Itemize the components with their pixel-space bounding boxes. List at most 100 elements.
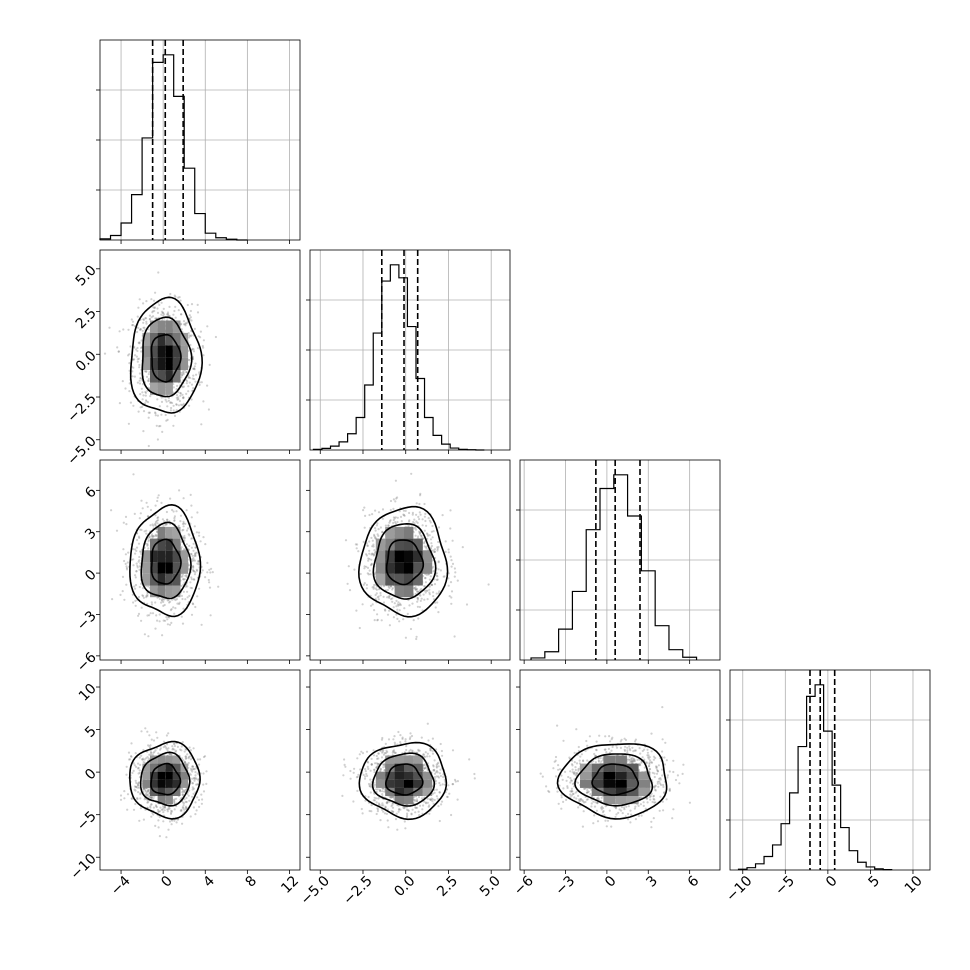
- scatter-point: [132, 366, 135, 369]
- scatter-point: [173, 294, 176, 297]
- scatter-point: [134, 599, 137, 603]
- scatter-point: [155, 614, 158, 617]
- scatter-point: [450, 565, 453, 568]
- scatter-point: [182, 397, 185, 400]
- scatter-point: [182, 497, 185, 500]
- scatter-panel-1-0: [96, 249, 301, 454]
- scatter-point: [362, 509, 365, 512]
- scatter-point: [195, 809, 198, 812]
- scatter-point: [128, 382, 131, 385]
- scatter-point: [392, 507, 395, 510]
- scatter-point: [133, 512, 136, 516]
- scatter-point: [181, 622, 185, 625]
- scatter-point: [160, 413, 163, 416]
- scatter-point: [139, 512, 142, 515]
- scatter-point: [155, 424, 158, 427]
- scatter-point: [121, 575, 125, 579]
- scatter-point: [196, 303, 199, 306]
- scatter-point: [145, 400, 148, 403]
- scatter-point: [206, 325, 209, 328]
- scatter-point: [436, 601, 439, 604]
- scatter-point: [188, 746, 191, 749]
- scatter-point: [103, 352, 107, 355]
- scatter-point: [167, 314, 170, 317]
- scatter-point: [158, 620, 161, 623]
- scatter-point: [357, 550, 360, 553]
- scatter-point: [451, 539, 454, 542]
- scatter-point: [149, 508, 153, 512]
- scatter-point: [189, 749, 192, 752]
- scatter-point: [343, 763, 346, 767]
- scatter-point: [399, 741, 402, 744]
- scatter-point: [187, 349, 190, 352]
- scatter-point: [168, 623, 172, 626]
- scatter-point: [160, 400, 164, 403]
- scatter-point: [146, 730, 149, 733]
- scatter-point: [152, 306, 155, 309]
- scatter-point: [140, 619, 143, 622]
- scatter-point: [202, 339, 205, 342]
- scatter-point: [144, 317, 148, 320]
- scatter-point: [158, 835, 161, 838]
- scatter-point: [456, 780, 459, 783]
- scatter-point: [138, 298, 141, 301]
- scatter-point: [121, 590, 124, 593]
- scatter-point: [364, 514, 367, 518]
- scatter-point: [154, 412, 157, 415]
- scatter-point: [141, 507, 144, 510]
- scatter-point: [395, 497, 398, 500]
- scatter-point: [199, 758, 202, 761]
- scatter-point: [143, 370, 147, 373]
- scatter-point: [198, 534, 201, 537]
- scatter-point: [125, 565, 128, 568]
- scatter-point: [140, 387, 143, 390]
- scatter-point: [132, 473, 135, 476]
- scatter-point: [461, 546, 464, 549]
- scatter-point: [136, 346, 139, 350]
- scatter-point: [465, 603, 469, 606]
- scatter-point: [394, 500, 397, 503]
- scatter-point: [174, 305, 177, 308]
- scatter-point: [172, 404, 175, 407]
- scatter-point: [152, 299, 156, 302]
- scatter-point: [192, 367, 195, 370]
- scatter-point: [193, 525, 196, 528]
- scatter-point: [125, 773, 128, 776]
- scatter-panel-2-0: [96, 459, 301, 664]
- scatter-point: [142, 410, 146, 413]
- scatter-point: [198, 371, 201, 374]
- scatter-point: [180, 403, 183, 406]
- scatter-point: [177, 404, 181, 407]
- scatter-point: [409, 627, 413, 631]
- scatter-point: [181, 822, 184, 825]
- scatter-point: [376, 613, 379, 616]
- scatter-point: [196, 595, 199, 598]
- scatter-point: [189, 335, 192, 338]
- scatter-point: [118, 402, 121, 405]
- scatter-point: [392, 498, 395, 501]
- scatter-point: [450, 559, 453, 562]
- scatter-point: [108, 326, 111, 329]
- scatter-point: [209, 571, 212, 574]
- scatter-point: [149, 612, 152, 615]
- scatter-point: [173, 819, 176, 822]
- scatter-point: [130, 797, 133, 800]
- scatter-point: [172, 313, 175, 316]
- scatter-point: [175, 388, 178, 391]
- scatter-point: [156, 496, 159, 499]
- scatter-point: [207, 408, 210, 411]
- scatter-point: [211, 571, 214, 574]
- scatter-point: [117, 350, 120, 353]
- scatter-point: [403, 820, 406, 823]
- scatter-point: [147, 416, 150, 419]
- scatter-point: [210, 567, 213, 570]
- scatter-point: [127, 422, 130, 425]
- scatter-point: [132, 601, 135, 604]
- scatter-point: [146, 401, 150, 404]
- scatter-point: [410, 472, 413, 475]
- scatter-point: [150, 815, 153, 818]
- scatter-point: [402, 618, 405, 621]
- scatter-point: [133, 375, 136, 378]
- scatter-point: [145, 375, 149, 378]
- scatter-point: [147, 377, 150, 381]
